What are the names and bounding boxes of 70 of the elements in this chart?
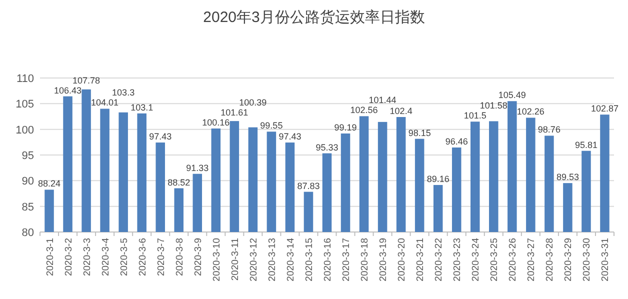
x-tick-label: 2020-3-26: [508, 238, 519, 282]
x-tick-label: 2020-3-13: [266, 238, 278, 282]
y-tick-label: 80: [22, 227, 34, 239]
data-label: 101.61: [220, 108, 248, 118]
x-tick-label: 2020-3-2: [63, 238, 74, 276]
data-label: 107.78: [72, 75, 100, 86]
x-tick-label: 2020-3-24: [470, 238, 482, 282]
data-label: 103.3: [112, 88, 135, 98]
data-label: 101.58: [480, 100, 508, 111]
data-label: 98.76: [538, 124, 560, 135]
x-tick-label: 2020-3-16: [322, 238, 334, 282]
x-tick-label: 2020-3-4: [100, 238, 112, 276]
data-label: 96.46: [445, 136, 468, 147]
x-tick-label: 2020-3-15: [304, 238, 315, 282]
y-tick-label: 85: [22, 201, 34, 214]
x-tick-label: 2020-3-25: [489, 238, 500, 282]
x-tick-label: 2020-3-18: [360, 238, 371, 282]
x-tick-label: 2020-3-30: [582, 238, 593, 282]
data-label: 102.56: [350, 105, 378, 116]
data-label: 88.24: [38, 178, 61, 189]
data-label: 104.01: [91, 98, 119, 108]
x-tick-label: 2020-3-7: [156, 238, 167, 276]
x-tick-label: 2020-3-23: [452, 238, 464, 282]
data-label: 100.39: [239, 98, 267, 108]
data-label: 95.81: [574, 140, 598, 150]
x-tick-label: 2020-3-31: [600, 238, 612, 282]
data-label: 88.52: [168, 177, 190, 188]
x-tick-label: 2020-3-28: [544, 238, 556, 282]
data-label: 97.43: [278, 132, 302, 142]
x-tick-label: 2020-3-17: [341, 238, 352, 282]
x-tick-label: 2020-3-10: [211, 238, 222, 282]
data-label: 87.83: [297, 180, 320, 191]
data-label: 95.33: [316, 142, 338, 152]
x-tick-label: 2020-3-27: [526, 238, 538, 282]
data-label: 97.43: [149, 132, 172, 142]
data-label: 91.33: [186, 162, 209, 173]
data-label: 99.19: [334, 122, 357, 132]
data-label: 100.16: [202, 118, 230, 128]
x-tick-label: 2020-3-12: [248, 238, 260, 282]
x-tick-label: 2020-3-21: [415, 238, 426, 282]
data-label: 98.15: [408, 128, 431, 138]
x-tick-label: 2020-3-1: [44, 238, 56, 276]
x-tick-label: 2020-3-29: [563, 238, 574, 282]
x-tick-label: 2020-3-5: [118, 238, 130, 276]
x-tick-label: 2020-3-9: [192, 238, 204, 276]
chart-title: 2020年3月份公路货运效率日指数: [203, 9, 425, 26]
x-tick-label: 2020-3-20: [396, 238, 408, 282]
x-tick-label: 2020-3-19: [378, 238, 390, 282]
y-tick-label: 95: [22, 150, 34, 162]
data-label: 106.43: [54, 85, 82, 96]
data-label: 89.16: [426, 174, 450, 184]
x-tick-label: 2020-3-8: [174, 238, 186, 276]
data-label: 89.53: [556, 172, 579, 182]
x-tick-label: 2020-3-22: [434, 238, 445, 282]
y-tick-label: 100: [16, 124, 34, 136]
data-label: 102.87: [590, 104, 619, 114]
x-tick-label: 2020-3-11: [230, 238, 241, 281]
data-label: 101.5: [464, 110, 486, 121]
data-label: 102.4: [390, 106, 412, 116]
data-label: 99.55: [260, 120, 283, 131]
y-tick-label: 110: [16, 73, 34, 85]
y-tick-label: 105: [16, 98, 34, 111]
data-label: 105.49: [498, 90, 526, 100]
data-label: 102.26: [516, 106, 544, 117]
data-label: 101.44: [368, 95, 396, 106]
x-tick-label: 2020-3-3: [82, 238, 93, 276]
x-tick-label: 2020-3-14: [285, 238, 296, 282]
data-label: 103.1: [130, 102, 154, 112]
y-tick-label: 90: [22, 176, 34, 188]
x-tick-label: 2020-3-6: [137, 238, 148, 276]
